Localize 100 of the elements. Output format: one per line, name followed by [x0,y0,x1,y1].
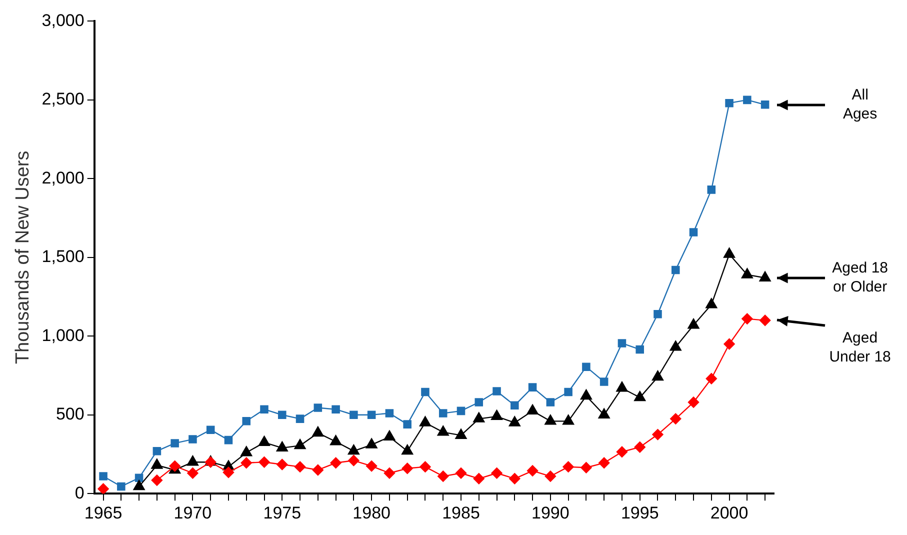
text: Aged 18 or Older [832,260,888,296]
point [278,410,286,419]
point [437,426,449,436]
point [759,314,771,326]
point [348,444,360,455]
point [526,465,538,476]
point [98,483,109,494]
point [385,409,394,418]
y-tick-label: 0 [74,483,84,502]
y-tick-label: 1,000 [42,326,84,345]
point [258,456,270,468]
point [350,410,358,419]
point [546,398,555,406]
point [332,405,340,414]
y-tick-label: 2,500 [42,90,84,109]
point [151,474,163,486]
point [312,426,324,437]
point [689,228,698,236]
point [438,409,448,418]
point [474,398,484,406]
point [402,462,413,474]
point [206,426,215,434]
point [526,404,538,415]
point [419,416,432,426]
x-tick-label: 1970 [174,503,212,522]
point [348,454,360,466]
point [616,446,628,458]
point [330,435,342,446]
point [706,298,718,308]
point [652,428,664,440]
point [260,405,268,414]
point [224,436,233,444]
point [384,468,396,479]
point [242,417,251,426]
point [188,435,197,444]
point [564,388,572,396]
point [528,383,537,392]
point [152,446,162,456]
point [618,339,626,348]
point [688,396,700,408]
point [276,441,288,452]
y-tick-label: 3,000 [42,10,84,30]
point [420,461,431,472]
point [706,373,717,384]
point [544,470,556,482]
text: All Ages [842,86,878,122]
point [384,430,396,441]
point [402,444,414,455]
point [473,473,484,484]
point [99,472,108,480]
point [600,378,608,386]
point [743,96,752,104]
point [330,457,342,468]
point [741,268,753,278]
point [598,457,610,468]
point [367,410,376,419]
point [455,468,467,479]
point [580,389,592,400]
point [294,461,306,472]
x-tick-label: 1975 [263,503,302,522]
point [562,461,574,472]
point [187,468,198,479]
point [544,414,556,425]
point [296,414,304,423]
point [742,313,753,324]
point [634,442,646,453]
point [670,340,682,351]
point [562,414,574,425]
point [133,480,145,490]
y-tick-label: 1,500 [42,247,84,266]
point [240,457,252,468]
point [276,458,288,470]
point [654,310,662,318]
y-tick-label: 500 [56,404,84,424]
point [403,420,412,428]
point [723,248,736,258]
point [652,370,664,381]
point [151,458,163,469]
point [616,382,628,392]
point [634,390,646,402]
point [455,428,467,439]
point [509,473,520,484]
point [510,401,519,410]
point [760,100,770,109]
point [491,468,502,479]
point [134,474,144,482]
point [724,338,735,350]
point [473,412,485,422]
y-tick-label: 2,000 [42,168,84,188]
point [688,318,700,329]
point [456,406,466,416]
x-tick-label: 1990 [532,503,570,522]
point [671,266,680,274]
point [759,271,771,282]
point [314,404,322,412]
point [598,408,610,418]
point [580,462,592,474]
point [258,436,270,446]
point [366,460,378,472]
point [582,362,590,371]
